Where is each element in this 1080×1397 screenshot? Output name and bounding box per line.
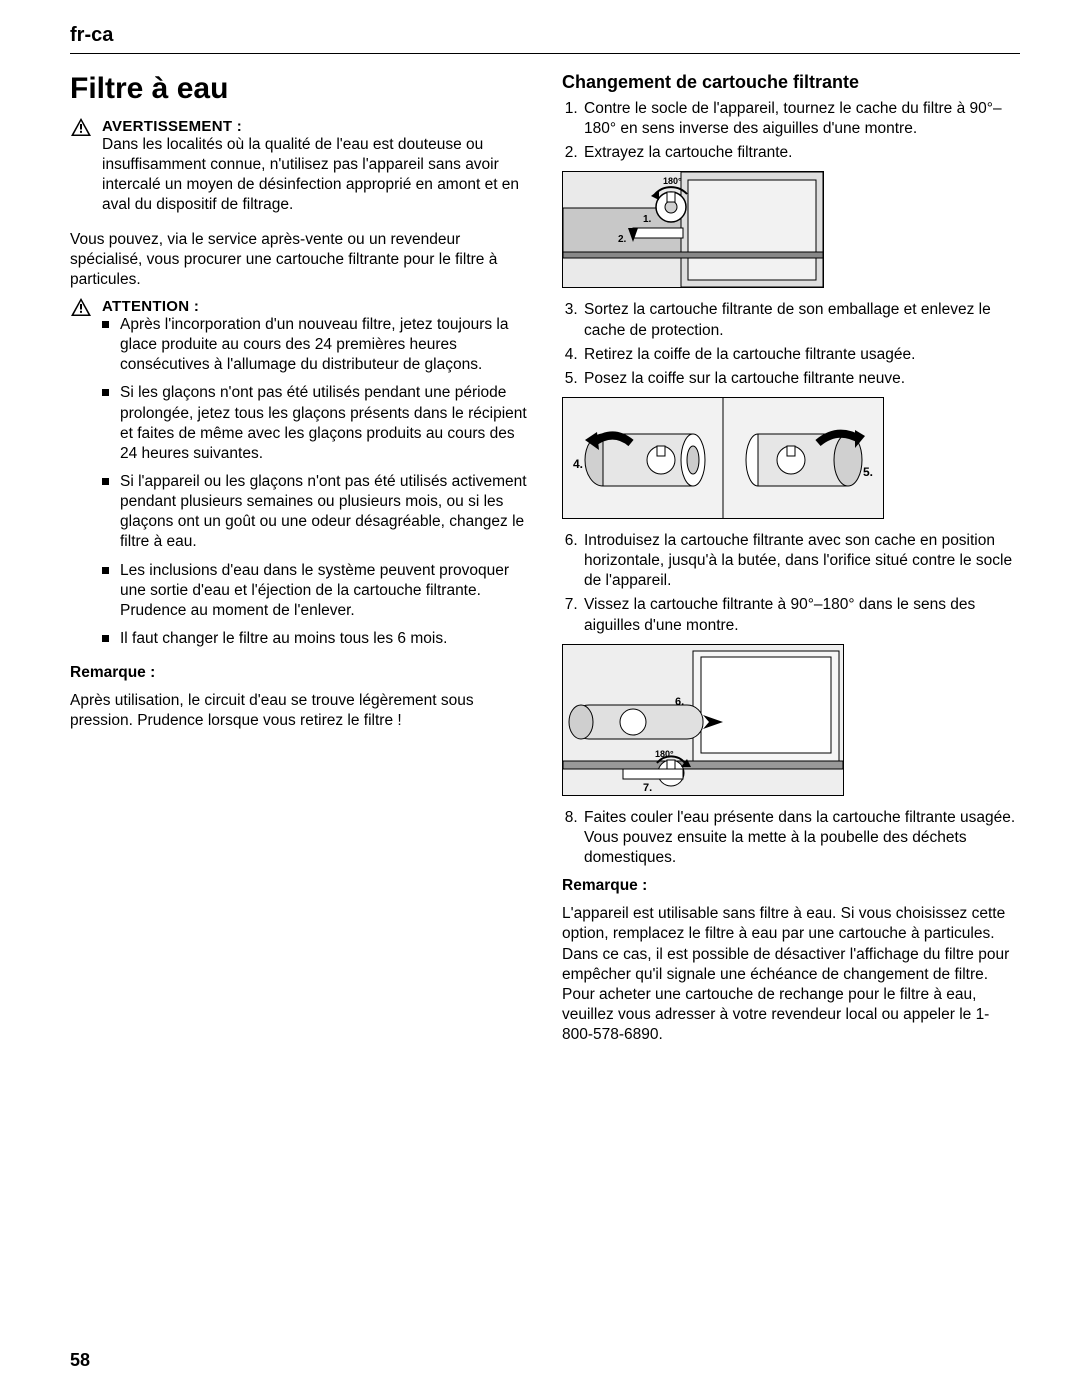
fig-label: 5. <box>863 465 873 479</box>
fig-label: 6. <box>675 696 684 708</box>
page-number: 58 <box>70 1350 90 1371</box>
list-item: Sortez la cartouche filtrante de son emb… <box>582 300 1020 340</box>
steps-list-c: Introduisez la cartouche filtrante avec … <box>562 531 1020 636</box>
section-heading: Changement de cartouche filtrante <box>562 72 1020 93</box>
figure-2: 4. 5. <box>562 397 884 519</box>
caution-bullets: Après l'incorporation d'un nouveau filtr… <box>102 315 528 649</box>
paragraph: Vous pouvez, via le service après-vente … <box>70 230 528 290</box>
steps-list-d: Faites couler l'eau présente dans la car… <box>562 808 1020 868</box>
warning-icon <box>71 118 91 136</box>
caution-label: ATTENTION : <box>102 298 528 315</box>
list-item: Extrayez la cartouche filtrante. <box>582 143 1020 163</box>
warning-icon <box>71 298 91 316</box>
list-item: Contre le socle de l'appareil, tournez l… <box>582 99 1020 139</box>
steps-list-b: Sortez la cartouche filtrante de son emb… <box>562 300 1020 389</box>
remark-text: Après utilisation, le circuit d'eau se t… <box>70 691 528 731</box>
list-item: Si l'appareil ou les glaçons n'ont pas é… <box>102 472 528 553</box>
warning-text: Dans les localités où la qualité de l'ea… <box>102 135 528 216</box>
fig-label: 1. <box>643 214 652 225</box>
remark-label: Remarque : <box>70 663 528 683</box>
list-item: Si les glaçons n'ont pas été utilisés pe… <box>102 383 528 464</box>
fig-label: 180° <box>663 176 682 186</box>
fig-label: 2. <box>618 234 627 245</box>
fig-label: 180° <box>655 749 674 759</box>
figure-1: 180° 1. 2. <box>562 171 824 288</box>
list-item: Vissez la cartouche filtrante à 90°–180°… <box>582 595 1020 635</box>
list-item: Les inclusions d'eau dans le système peu… <box>102 561 528 621</box>
remark-text: L'appareil est utilisable sans filtre à … <box>562 904 1020 1045</box>
language-tag: fr-ca <box>70 24 1020 47</box>
divider <box>70 53 1020 54</box>
right-column: Changement de cartouche filtrante Contre… <box>562 72 1020 1053</box>
steps-list-a: Contre le socle de l'appareil, tournez l… <box>562 99 1020 163</box>
manual-page: fr-ca Filtre à eau AVERTISSEMENT : Dans … <box>0 0 1080 1397</box>
fig-label: 4. <box>573 457 583 471</box>
list-item: Après l'incorporation d'un nouveau filtr… <box>102 315 528 375</box>
figure-3: 6. 180° 7. <box>562 644 844 796</box>
list-item: Il faut changer le filtre au moins tous … <box>102 629 528 649</box>
remark-label: Remarque : <box>562 876 1020 896</box>
content-columns: Filtre à eau AVERTISSEMENT : Dans les lo… <box>70 72 1020 1053</box>
left-column: Filtre à eau AVERTISSEMENT : Dans les lo… <box>70 72 528 1053</box>
page-title: Filtre à eau <box>70 72 528 106</box>
warning-label: AVERTISSEMENT : <box>102 118 528 135</box>
fig-label: 7. <box>643 782 652 794</box>
list-item: Retirez la coiffe de la cartouche filtra… <box>582 345 1020 365</box>
list-item: Posez la coiffe sur la cartouche filtran… <box>582 369 1020 389</box>
list-item: Faites couler l'eau présente dans la car… <box>582 808 1020 868</box>
list-item: Introduisez la cartouche filtrante avec … <box>582 531 1020 591</box>
caution-block: ATTENTION : Après l'incorporation d'un n… <box>70 298 528 657</box>
warning-block: AVERTISSEMENT : Dans les localités où la… <box>70 118 528 224</box>
